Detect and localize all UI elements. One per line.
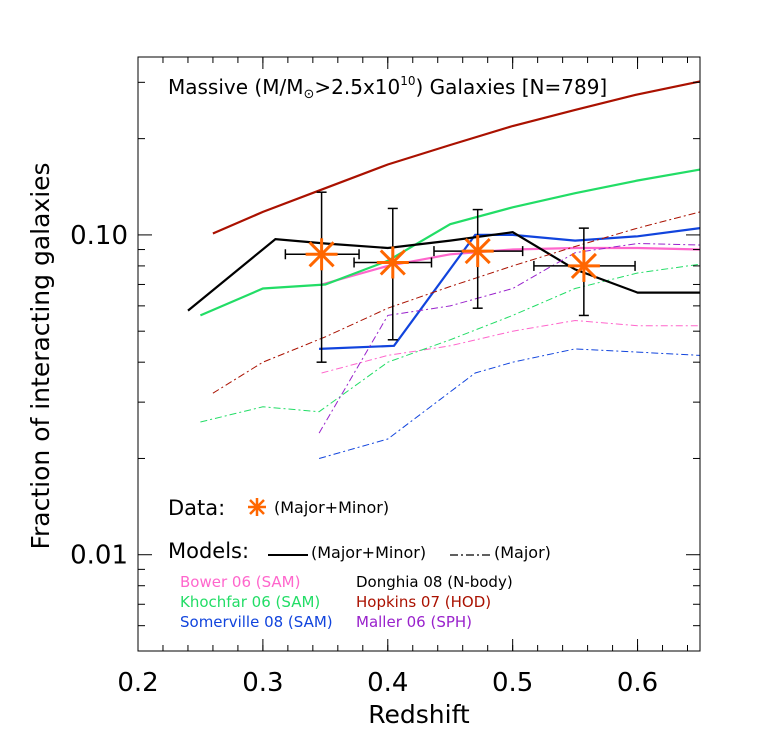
x-tick-label: 0.4 bbox=[367, 668, 408, 698]
series-line-bower-total bbox=[321, 246, 701, 286]
y-tick-label: 0.01 bbox=[70, 541, 128, 571]
model-series-group bbox=[187, 80, 701, 459]
series-line-bower-major bbox=[321, 319, 700, 374]
series-line-maller-major bbox=[318, 242, 701, 434]
plot-frame bbox=[137, 56, 701, 652]
data-point-marker bbox=[461, 235, 494, 268]
series-line-khochfar-major bbox=[200, 263, 701, 423]
axes-group: 0.2 0.3 0.4 0.5 0.6 0.01 0.10 bbox=[70, 57, 700, 698]
marker-stroke bbox=[379, 249, 406, 276]
legend-entry-hopkins: Hopkins 07 (HOD) bbox=[356, 593, 491, 611]
legend: Data: (Major+Minor) Models: (Major+Minor… bbox=[168, 496, 551, 631]
x-tick-label: 0.5 bbox=[492, 668, 533, 698]
marker-stroke bbox=[308, 241, 335, 268]
legend-entry-donghia: Donghia 08 (N-body) bbox=[356, 573, 513, 591]
legend-data-label: Data: bbox=[168, 496, 225, 520]
x-tick-label: 0.6 bbox=[617, 668, 658, 698]
series-line-somerville-major bbox=[318, 348, 701, 459]
series-line-somerville-total bbox=[319, 227, 701, 350]
data-point-marker bbox=[305, 238, 338, 271]
x-tick-label: 0.2 bbox=[117, 668, 158, 698]
legend-entry-maller: Maller 06 (SPH) bbox=[356, 613, 472, 631]
title-post: ) Galaxies [N=789] bbox=[416, 75, 608, 99]
legend-entry-bower: Bower 06 (SAM) bbox=[180, 573, 300, 591]
x-tick-label: 0.3 bbox=[242, 668, 283, 698]
legend-data-marker bbox=[248, 498, 266, 516]
data-point-marker bbox=[567, 249, 600, 282]
solar-symbol: ⊙ bbox=[303, 87, 314, 102]
series-line-hopkins-major bbox=[212, 211, 701, 394]
legend-entry-somerville: Somerville 08 (SAM) bbox=[180, 613, 333, 631]
chart-title: Massive (M/M⊙>2.5x1010) Galaxies [N=789] bbox=[168, 74, 607, 102]
series-line-hopkins-total bbox=[212, 80, 701, 235]
x-axis-title: Redshift bbox=[368, 700, 470, 729]
series-line-donghia-total bbox=[187, 231, 700, 312]
legend-entry-khochfar: Khochfar 06 (SAM) bbox=[180, 593, 320, 611]
legend-models-label: Models: bbox=[168, 539, 249, 563]
data-points-group bbox=[284, 191, 636, 363]
legend-solid-desc: (Major+Minor) bbox=[311, 543, 426, 562]
title-mid: >2.5x10 bbox=[314, 75, 400, 99]
marker-stroke bbox=[464, 238, 491, 265]
title-pre: Massive (M/M bbox=[168, 75, 303, 99]
legend-dashed-desc: (Major) bbox=[494, 543, 551, 562]
legend-data-desc: (Major+Minor) bbox=[274, 498, 389, 517]
data-point-marker bbox=[376, 246, 409, 279]
y-tick-label: 0.10 bbox=[70, 221, 128, 251]
series-line-khochfar-total bbox=[199, 168, 701, 317]
title-exponent: 10 bbox=[400, 74, 415, 88]
marker-stroke bbox=[570, 252, 597, 279]
y-axis-title: Fraction of interacting galaxies bbox=[26, 162, 55, 549]
